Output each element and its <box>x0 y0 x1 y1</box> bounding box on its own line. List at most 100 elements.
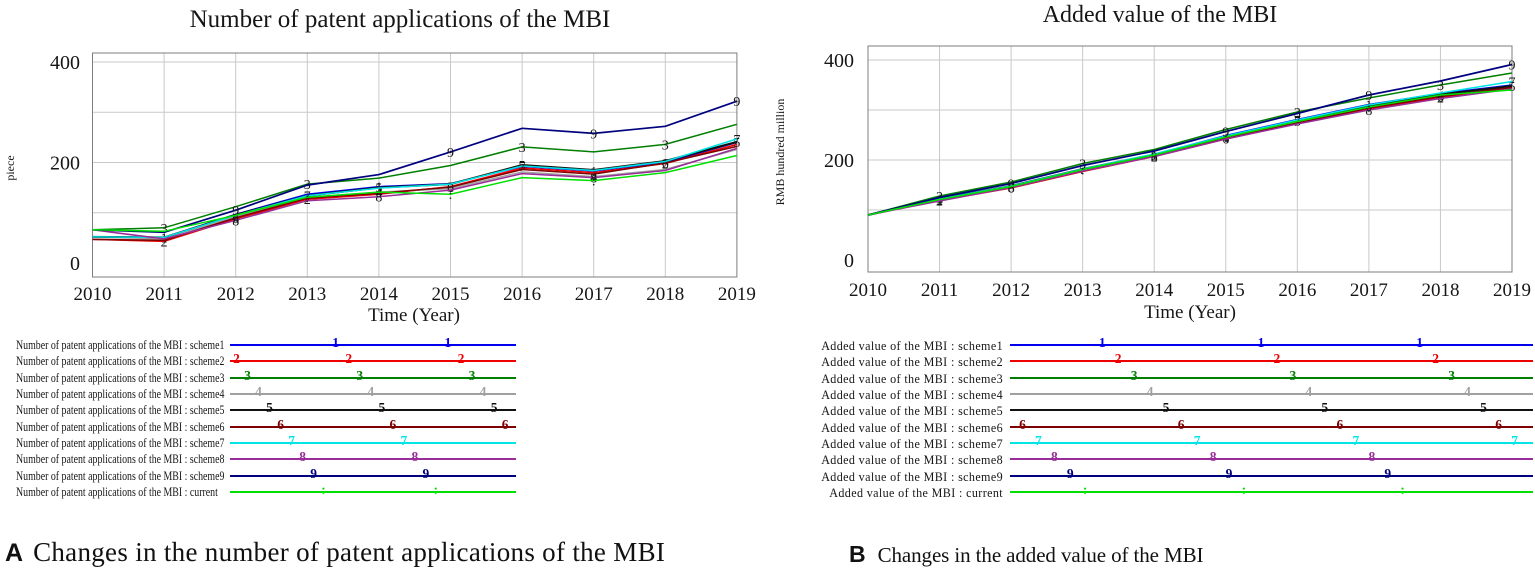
legend-marker: 4 <box>1464 384 1471 400</box>
axis-ticks: 0 200 400 2010 2011 2012 2013 2014 2015 2016 2017 2… <box>50 52 756 305</box>
y-tick-label: 0 <box>844 250 854 272</box>
legend-label: Added value of the MBI : scheme9 <box>821 468 1003 484</box>
x-tick-label: 2010 <box>849 280 887 301</box>
y-tick-label: 200 <box>50 153 80 175</box>
legend-marker: 4 <box>1146 384 1154 400</box>
legend-marker: 6 <box>1019 416 1026 432</box>
legend-marker: 2 <box>457 351 465 367</box>
legend-marker: : <box>433 482 438 498</box>
series-point-marker: 9 <box>232 204 239 219</box>
series-point-marker: 6 <box>1222 133 1229 148</box>
plot-area: 11122233334445556667778889999:::02004002… <box>824 45 1531 301</box>
legend-marker: 9 <box>1225 465 1233 481</box>
legend-marker: 2 <box>1114 351 1122 367</box>
series-line <box>92 100 738 234</box>
series-scheme8: 8 8 8 <box>867 88 1513 216</box>
series-point-marker: 2 <box>1151 151 1158 166</box>
series-scheme9: 9 9 9 9 <box>92 95 740 234</box>
legend-label: Number of patent applications of the MBI… <box>16 436 225 451</box>
x-tick-label: 2012 <box>217 284 255 305</box>
legend-marker: 8 <box>1050 449 1058 465</box>
legend-marker: 6 <box>1336 416 1344 432</box>
legend-marker: 5 <box>378 400 386 416</box>
legend-added-value: Added value of the MBI : scheme1 1 1 1 Added… <box>768 336 1535 507</box>
legend-line: ::: <box>1010 483 1533 496</box>
legend-marker: : <box>1241 482 1247 498</box>
legend-line: 4 4 4 <box>230 385 516 398</box>
legend-row: Added value of the MBI : scheme4 4 4 4 <box>768 384 1535 403</box>
legend-marker: 1 <box>332 335 339 350</box>
legend-row: Added value of the MBI : scheme1 1 1 1 <box>768 336 1535 353</box>
added-value-chart: Added value of the MBI RMB hundred milli… <box>773 2 1531 323</box>
series-point-marker: 3 <box>519 141 526 156</box>
series-point-marker: 6 <box>662 157 669 172</box>
legend-label: Added value of the MBI : scheme1 <box>821 338 1003 353</box>
legend-label: Added value of the MBI : scheme2 <box>821 354 1003 370</box>
legend-marker: 2 <box>233 351 240 367</box>
legend-row: Added value of the MBI : current::: <box>768 483 1535 501</box>
legend-row: Number of patent applications of the MBI… <box>0 385 768 402</box>
legend-marker: 5 <box>1480 400 1487 416</box>
legend-marker: 8 <box>411 449 419 465</box>
legend-line: 7 7 7 7 <box>1010 434 1533 447</box>
legend-label: Added value of the MBI : scheme4 <box>821 387 1003 403</box>
x-tick-label: 2016 <box>1278 280 1316 301</box>
series-point-marker: : <box>1081 164 1085 179</box>
axis-ticks: 0 200 400 2010 2011 2012 2013 2014 2015 2016 2017 2… <box>824 50 1531 301</box>
series-point-marker: 2 <box>161 235 168 250</box>
x-tick-label: 2017 <box>575 284 613 305</box>
series-point-marker: 5 <box>733 136 740 151</box>
series-line <box>867 72 1513 216</box>
series-point-marker: 3 <box>1437 79 1444 94</box>
legend-row: Added value of the MBI : scheme5 5 5 5 <box>768 400 1535 419</box>
x-tick-label: 2015 <box>432 284 470 305</box>
x-tick-label: 2019 <box>1493 280 1531 301</box>
chart-title: Number of patent applications of the MBI <box>190 6 611 33</box>
legend-row: Number of patent applications of the MBI… <box>0 467 768 484</box>
legend-marker: : <box>1082 482 1088 498</box>
x-tick-label: 2010 <box>74 284 112 305</box>
legend-marker: 9 <box>1384 465 1392 481</box>
x-tick-label: 2019 <box>718 284 756 305</box>
legend-marker: 7 <box>1193 433 1201 449</box>
x-tick-label: 2013 <box>288 284 326 305</box>
x-tick-label: 2016 <box>503 284 541 305</box>
series-point-marker: 9 <box>447 146 454 161</box>
series-point-marker: 6 <box>232 212 239 227</box>
y-tick-label: 400 <box>50 52 80 74</box>
series-line <box>867 89 1513 216</box>
legend-label: Added value of the MBI : current <box>829 485 1003 501</box>
y-axis-label: piece <box>3 155 17 180</box>
series-point-marker: 7 <box>519 160 526 175</box>
legend-label: Number of patent applications of the MBI… <box>16 370 225 385</box>
legend-label: Number of patent applications of the MBI… <box>16 354 225 369</box>
legend-row: Number of patent applications of the MBI… <box>0 400 768 418</box>
series-point-marker: 3 <box>662 138 669 153</box>
x-axis-label: Time (Year) <box>1144 302 1236 323</box>
series-point-marker: 6 <box>1008 182 1015 197</box>
series-point-marker: 3 <box>161 222 168 237</box>
legend-marker: 6 <box>1177 416 1185 432</box>
legend-label: Added value of the MBI : scheme6 <box>821 419 1003 435</box>
legend-marker: 8 <box>299 449 306 465</box>
series-point-marker: 9 <box>1008 178 1015 193</box>
caption-text: Changes in the number of patent applicat… <box>33 537 666 567</box>
legend-marker: 7 <box>1511 433 1518 449</box>
plot-border <box>92 52 738 278</box>
legend-marker: 6 <box>277 416 284 432</box>
series-point-marker: 8 <box>1008 182 1015 197</box>
legend-patent-applications: Number of patent applications of the MBI… <box>0 336 768 507</box>
legend-marker: : <box>1400 482 1405 498</box>
legend-line: 6 6 6 6 <box>1010 418 1533 431</box>
legend-marker: 6 <box>389 416 397 432</box>
legend-marker: 2 <box>1273 351 1281 367</box>
series-point-marker: : <box>1367 101 1371 116</box>
legend-marker: 5 <box>1321 400 1329 416</box>
legend-label: Added value of the MBI : scheme3 <box>821 370 1003 386</box>
patent-applications-chart: Number of patent applications of the MBI… <box>3 6 756 326</box>
series-point-marker: 9 <box>733 95 740 110</box>
legend-line: 8 8 8 <box>1010 450 1533 463</box>
legend-label: Added value of the MBI : scheme5 <box>821 403 1003 419</box>
